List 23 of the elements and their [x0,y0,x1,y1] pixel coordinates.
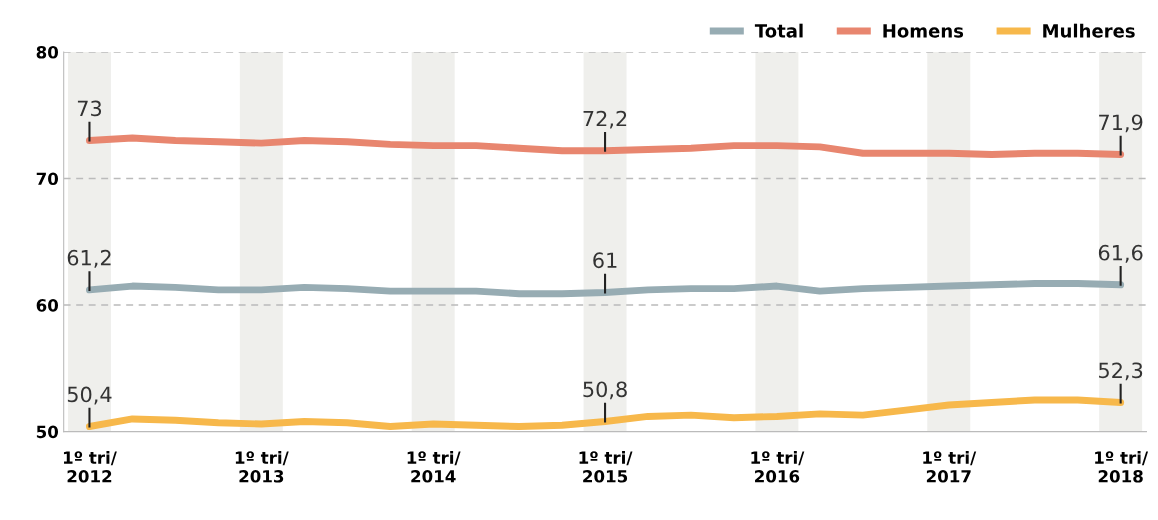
x-tick-label: 1º tri/ 2018 [1095,451,1149,483]
data-label: 73 [77,100,102,117]
x-tick-label: 1º tri/ 2014 [407,451,461,483]
legend-label: Total [754,23,803,38]
x-tick-label: 1º tri/ 2012 [63,451,117,483]
legend-label: Mulheres [1043,23,1135,38]
y-tick-label: 70 [36,172,59,186]
x-tick-label: 1º tri/ 2016 [751,451,805,483]
data-label: 61,2 [67,249,111,268]
legend-label: Homens [883,24,964,38]
x-tick-label: 1º tri/ 2017 [923,451,977,483]
y-tick-label: 80 [36,45,59,59]
y-tick-label: 60 [36,299,59,312]
x-tick-label: 1º tri/ 2013 [235,451,289,483]
x-tick-label: 1º tri/ 2015 [579,451,633,483]
data-label: 61,6 [1098,244,1143,263]
data-label: 50,4 [67,386,112,405]
data-label: 71,9 [1099,114,1143,133]
data-label: 52,3 [1099,362,1143,381]
data-label: 50,8 [583,381,627,400]
y-tick-label: 50 [36,425,59,439]
data-label: 72,2 [583,110,627,129]
data-label: 61 [593,252,617,269]
